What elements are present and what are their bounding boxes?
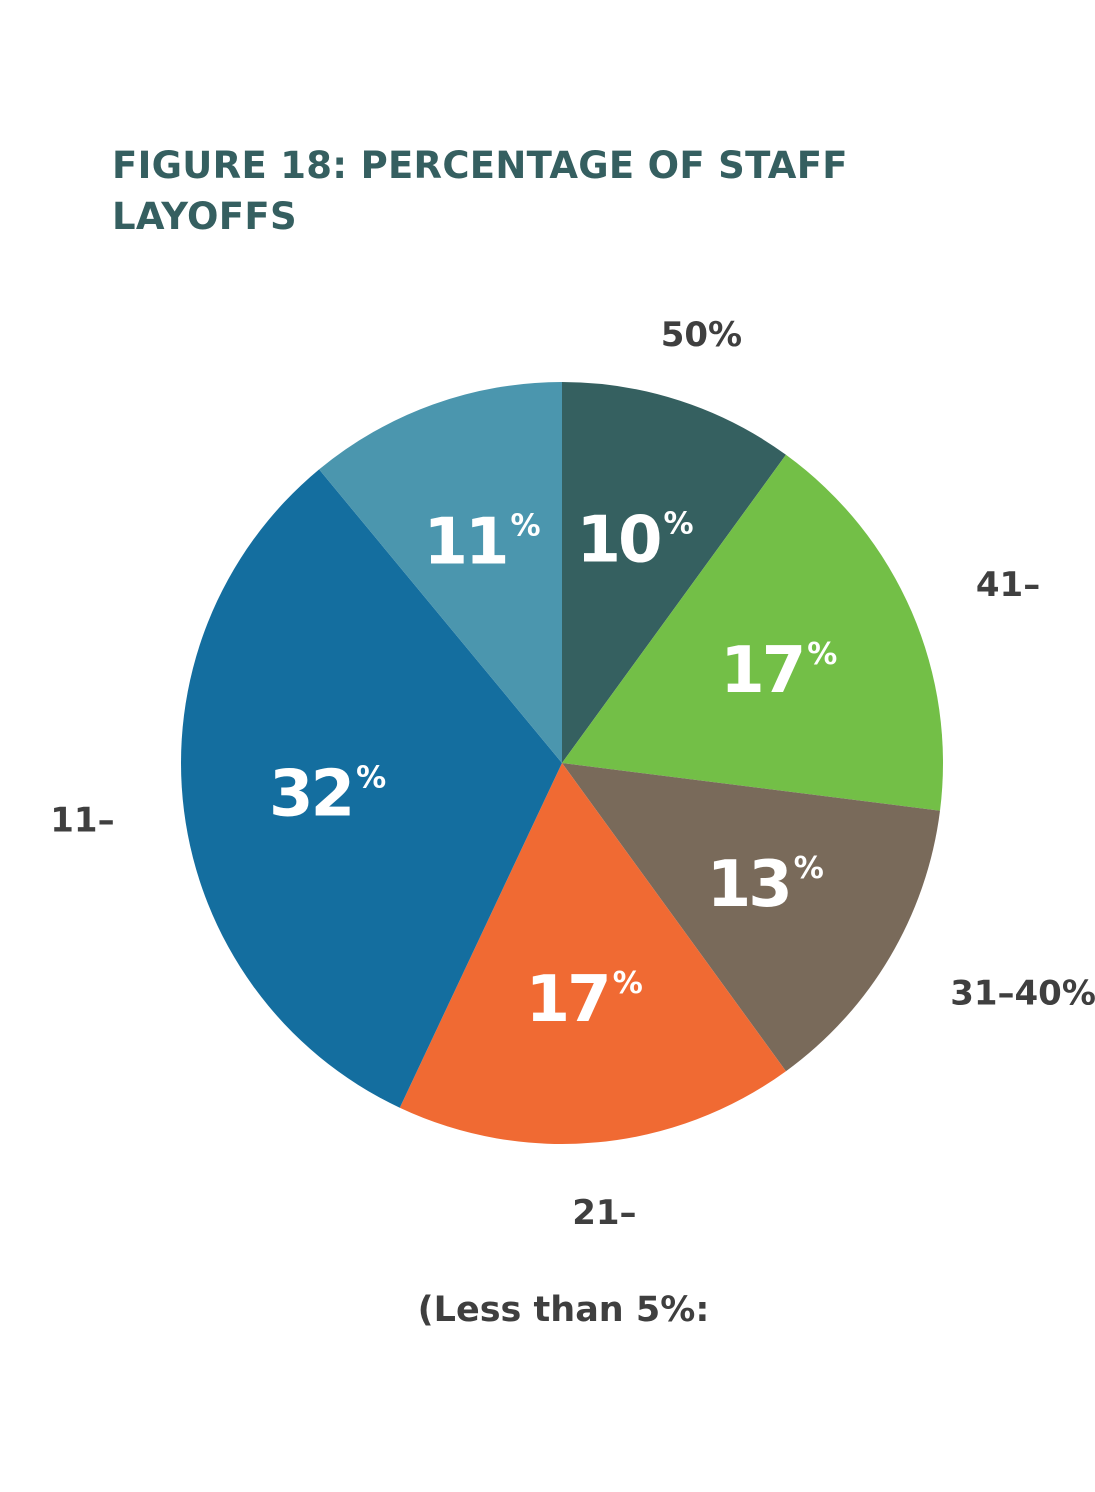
slice-value-label-5: 11%	[423, 506, 540, 580]
pie-value-labels: 10 % 17 % 13 % 17 % 32 % 11%	[269, 503, 837, 1037]
pie-category-labels: 50% 41– 31–40% 21– 11–	[50, 315, 1095, 1233]
slice-category-label-3: 21–	[572, 1193, 636, 1233]
slice-value-label-2: 13%	[707, 848, 824, 922]
slice-value-label-1: 17%	[720, 634, 837, 708]
chart-footnote: (Less than 5%:	[417, 1290, 710, 1330]
pie-slice-3	[399, 763, 786, 1145]
pie-slice-5	[319, 382, 562, 763]
chart-title: FIGURE 18: PERCENTAGE OF STAFF LAYOFFS	[112, 144, 848, 238]
slice-value-label-4: 32%	[269, 758, 386, 832]
slice-value-label-0: 10%	[576, 503, 693, 577]
slice-category-label-1: 41–	[976, 565, 1040, 605]
slice-category-label-2: 31–40%	[950, 974, 1095, 1014]
slice-value-label-3: 17%	[526, 963, 643, 1037]
pie-slice-2	[562, 763, 940, 1072]
slice-category-label-4: 11–	[50, 801, 114, 841]
pie-slices	[180, 382, 944, 1145]
pie-slice-0	[562, 382, 786, 763]
pie-slice-1	[562, 454, 944, 811]
pie-slice-4	[180, 469, 562, 1108]
slice-category-label-0: 50%	[661, 315, 742, 355]
